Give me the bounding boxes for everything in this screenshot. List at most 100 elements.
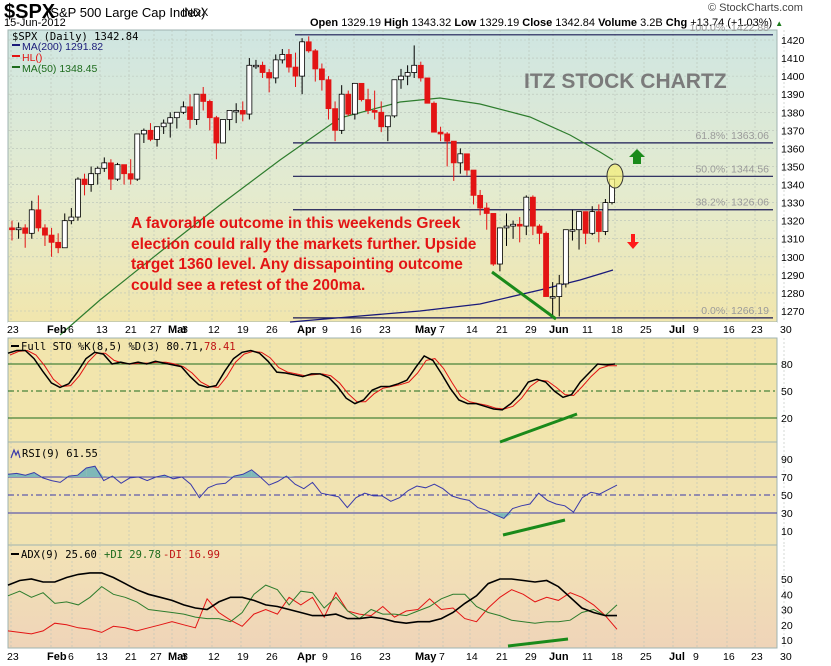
legend-pdi: +DI 29.78: [104, 549, 161, 561]
x-axis-label: Feb: [47, 324, 67, 336]
y-axis-label: 1360: [781, 143, 805, 155]
price-trendline: [491, 270, 557, 321]
x-axis-label: 23: [751, 324, 763, 336]
y-axis-label: 20: [781, 620, 793, 632]
y-axis-label: 10: [781, 526, 793, 538]
down-arrow-icon: [627, 234, 639, 249]
y-axis-label: 30: [781, 508, 793, 520]
open-value: 1329.19: [341, 17, 381, 29]
fib-label: 100.0%: 1422.88: [690, 22, 770, 34]
x-axis-label: 21: [496, 324, 508, 336]
y-axis-label: 10: [781, 635, 793, 647]
x-axis-label: 26: [266, 651, 278, 663]
x-axis-label: 25: [640, 651, 652, 663]
low-value: 1329.19: [479, 17, 520, 29]
x-axis-label: 9: [693, 651, 699, 663]
high-value: 1343.32: [411, 17, 452, 29]
legend-ma50: MA(50) 1348.45: [22, 63, 97, 75]
y-axis-label: 70: [781, 472, 793, 484]
x-axis-label: 29: [525, 651, 537, 663]
x-axis-label: 6: [68, 324, 74, 336]
chg-value: +13.74 (+1.03%): [690, 17, 773, 29]
x-axis-label: 13: [96, 651, 108, 663]
sto-divergence-line: [499, 412, 578, 444]
x-axis-label: 5: [182, 324, 188, 336]
highlight-ellipse: [606, 163, 624, 189]
legend-adx: ADX(9) 25.60: [21, 549, 97, 561]
x-axis-label: 19: [237, 324, 249, 336]
legend-ma200: MA(200) 1291.82: [22, 41, 103, 53]
x-axis-label: 23: [379, 324, 391, 336]
x-axis-label: 19: [237, 651, 249, 663]
close-value: 1342.84: [555, 17, 596, 29]
x-axis-label: 30: [780, 324, 792, 336]
x-axis-label: 11: [582, 324, 593, 336]
x-axis-label: Jun: [549, 651, 569, 663]
legend-sto: Full STO %K(8,5) %D(3) 80.71,: [21, 341, 204, 353]
x-axis-label: 26: [266, 324, 278, 336]
y-axis-label: 1310: [781, 234, 805, 246]
y-axis-label: 30: [781, 605, 793, 617]
y-axis-label: 1300: [781, 252, 805, 264]
x-axis-label: 13: [96, 324, 108, 336]
fib-label: 61.8%: 1363.06: [695, 130, 769, 142]
x-axis-label: 25: [640, 324, 652, 336]
chg-label: Chg: [665, 17, 688, 29]
x-axis-label: 9: [322, 651, 328, 663]
x-axis-label: Apr: [297, 324, 317, 336]
volume-label: Volume: [598, 17, 638, 29]
y-axis-label: 80: [781, 359, 793, 371]
x-axis-label: 23: [751, 651, 763, 663]
sto-panel: [7, 337, 778, 443]
low-label: Low: [454, 17, 477, 29]
x-axis-label: 14: [466, 324, 478, 336]
x-axis-label: 21: [496, 651, 508, 663]
x-axis-label: May: [415, 651, 437, 663]
y-axis-label: 1420: [781, 35, 805, 47]
watermark-text: ITZ STOCK CHARTZ: [524, 70, 727, 93]
x-axis-label: Mar: [168, 324, 188, 336]
x-axis-label: 16: [723, 651, 735, 663]
x-axis-label: 18: [611, 324, 623, 336]
x-axis-label: 30: [780, 651, 792, 663]
rsi-icon: [10, 448, 21, 459]
x-axis-label: 23: [379, 651, 391, 663]
x-axis-label: 7: [439, 324, 445, 336]
y-axis-label: 1280: [781, 288, 805, 300]
x-axis-label: 9: [322, 324, 328, 336]
y-axis-label: 1370: [781, 125, 805, 137]
y-axis-label: 1330: [781, 198, 805, 210]
y-axis-label: 1320: [781, 216, 805, 228]
x-axis-label: 23: [7, 651, 19, 663]
x-axis-label: 29: [525, 324, 537, 336]
legend-rsi: RSI(9) 61.55: [22, 448, 98, 460]
chart-date: 15-Jun-2012: [4, 17, 66, 29]
y-axis-label: 1380: [781, 107, 805, 119]
x-axis-label: 14: [466, 651, 478, 663]
open-label: Open: [310, 17, 339, 29]
y-axis-label: 1390: [781, 89, 805, 101]
adx-divergence-line: [507, 637, 569, 648]
fib-label: 50.0%: 1344.56: [695, 163, 769, 175]
close-label: Close: [522, 17, 553, 29]
symbol-title: $SPX: [4, 1, 56, 23]
x-axis-label: 12: [208, 324, 220, 336]
x-axis-label: 9: [693, 324, 699, 336]
x-axis-label: 11: [582, 651, 593, 663]
x-axis-label: 27: [150, 651, 162, 663]
x-axis-top: [8, 322, 777, 338]
exchange-label: INDX: [182, 7, 209, 19]
y-axis-label: 50: [781, 574, 793, 586]
x-axis-label: 5: [182, 651, 188, 663]
legend-sto-d: 78.41: [204, 341, 236, 353]
rsi-panel: [7, 441, 778, 546]
x-axis-label: May: [415, 324, 437, 336]
x-axis-label: 16: [350, 651, 362, 663]
symbol-description: (S&P 500 Large Cap Index): [46, 5, 206, 20]
x-axis-label: Apr: [297, 651, 317, 663]
up-arrow-icon: [629, 149, 645, 164]
up-triangle-icon: ▲: [775, 19, 784, 28]
y-axis-label: 40: [781, 589, 793, 601]
x-axis-label: Mar: [168, 651, 188, 663]
